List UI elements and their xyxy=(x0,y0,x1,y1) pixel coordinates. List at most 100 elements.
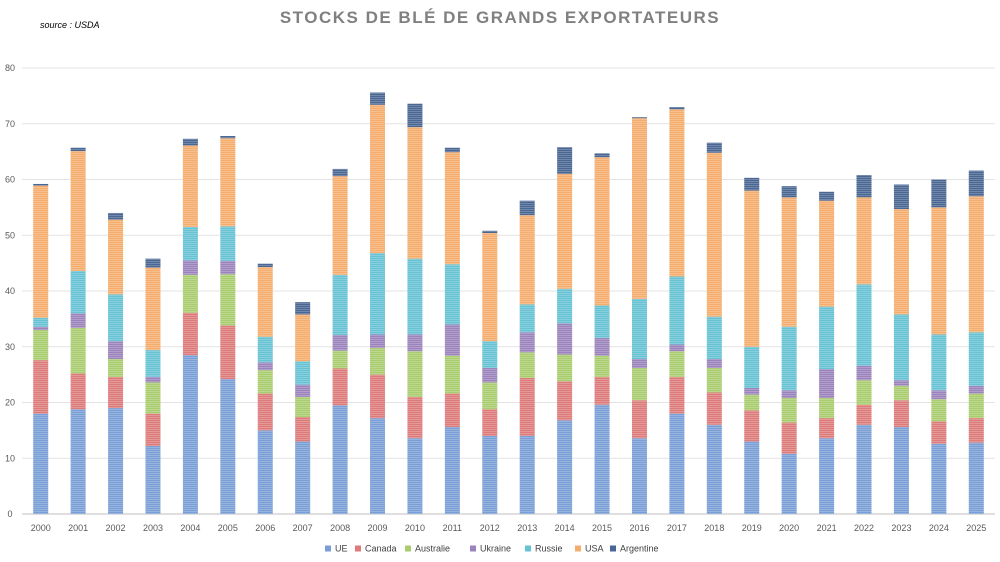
x-tick-label: 2011 xyxy=(443,523,462,533)
bar-segment-texture xyxy=(370,418,386,514)
bar-segment-texture xyxy=(519,200,535,216)
bar-segment-texture xyxy=(856,424,872,514)
y-tick-label: 40 xyxy=(5,286,15,296)
bar-segment-texture xyxy=(781,422,797,454)
bar-segment-texture xyxy=(257,362,273,371)
bar-segment-texture xyxy=(519,377,535,436)
bar-segment-texture xyxy=(931,399,947,422)
bar-segment-texture xyxy=(519,332,535,353)
bar-segment-texture xyxy=(482,367,498,383)
bar-segment-texture xyxy=(182,145,198,227)
bar-segment-texture xyxy=(557,420,573,514)
bar-segment-texture xyxy=(33,317,49,327)
bar-segment-texture xyxy=(482,230,498,234)
bar-segment-texture xyxy=(220,138,236,227)
legend-item: Argentine xyxy=(610,544,659,554)
bar-segment-texture xyxy=(968,332,984,386)
bar-segment-texture xyxy=(819,306,835,370)
legend-item: Australie xyxy=(405,544,450,554)
bar-segment-texture xyxy=(145,445,161,514)
bar-segment-texture xyxy=(781,390,797,399)
bar-segment-texture xyxy=(931,421,947,444)
bar-segment-texture xyxy=(706,367,722,393)
x-tick-label: 2002 xyxy=(106,523,126,533)
bar-segment-texture xyxy=(257,370,273,394)
x-tick-label: 2010 xyxy=(405,523,425,533)
bar-segment-texture xyxy=(108,376,124,409)
bar-segment-texture xyxy=(220,274,236,326)
x-tick-label: 2007 xyxy=(293,523,313,533)
bar-segment-texture xyxy=(482,382,498,410)
x-tick-label: 2009 xyxy=(368,523,388,533)
bar-segment-texture xyxy=(744,441,760,514)
bar-segment-texture xyxy=(182,226,198,261)
bar-segment-texture xyxy=(893,209,909,315)
bar-segment-texture xyxy=(594,305,610,338)
bar-segment-texture xyxy=(145,350,161,377)
bar-segment-texture xyxy=(744,388,760,395)
bar-segment-texture xyxy=(182,260,198,275)
legend-label: Russie xyxy=(535,544,563,554)
legend-swatch xyxy=(525,545,531,552)
bar-segment-texture xyxy=(893,380,909,386)
bar-segment-texture xyxy=(70,270,86,314)
bar-segment-texture xyxy=(444,393,460,428)
bar-segment-texture xyxy=(931,390,947,400)
bar-segment-texture xyxy=(145,258,161,268)
bar-segment-texture xyxy=(70,151,86,271)
bar-segment-texture xyxy=(631,118,647,299)
bar-segment-texture xyxy=(931,334,947,391)
x-tick-label: 2019 xyxy=(742,523,762,533)
bar-segment-texture xyxy=(706,152,722,317)
bar-segment-texture xyxy=(519,215,535,305)
bar-segment-texture xyxy=(407,351,423,397)
bar-segment-texture xyxy=(931,207,947,335)
bar-segment-texture xyxy=(407,438,423,514)
bar-segment-texture xyxy=(444,264,460,325)
bar-segment-texture xyxy=(669,413,685,514)
bar-segment-texture xyxy=(819,191,835,201)
x-tick-label: 2024 xyxy=(929,523,949,533)
bar-segment-texture xyxy=(781,453,797,514)
legend-item: USA xyxy=(575,544,604,554)
bar-segment-texture xyxy=(182,274,198,313)
bar-segment-texture xyxy=(706,424,722,514)
x-tick-label: 2015 xyxy=(592,523,612,533)
bar-segment-texture xyxy=(893,400,909,428)
bar-segment-texture xyxy=(70,327,86,374)
bar-segment-texture xyxy=(931,443,947,514)
bar-segment-texture xyxy=(744,190,760,347)
bar-segment-texture xyxy=(781,186,797,198)
bar-segment-texture xyxy=(482,409,498,436)
bar-segment-texture xyxy=(370,104,386,254)
bar-segment-texture xyxy=(444,147,460,153)
bar-segment-texture xyxy=(407,334,423,352)
bar-segment-texture xyxy=(594,376,610,405)
bar-segment-texture xyxy=(631,359,647,368)
x-tick-label: 2004 xyxy=(180,523,200,533)
bar-segment-texture xyxy=(370,334,386,348)
x-tick-label: 2013 xyxy=(517,523,537,533)
bar-segment-texture xyxy=(631,298,647,360)
y-axis-ticks: 0 10 20 30 40 50 60 70 80 xyxy=(5,63,15,519)
bar-segment-texture xyxy=(744,177,760,191)
x-tick-label: 2022 xyxy=(854,523,874,533)
bar-segment-texture xyxy=(744,410,760,442)
bar-segment-texture xyxy=(108,359,124,377)
chart-title: STOCKS DE BLÉ DE GRANDS EXPORTATEURS xyxy=(279,8,721,27)
legend-swatch xyxy=(355,545,361,552)
legend-label: Argentine xyxy=(620,544,659,554)
legend-item: Russie xyxy=(525,544,563,554)
y-tick-label: 0 xyxy=(7,509,12,519)
gridlines xyxy=(22,67,995,515)
legend-swatch xyxy=(575,545,581,552)
bar-segment-texture xyxy=(332,405,348,514)
bar-segment-texture xyxy=(819,200,835,307)
y-tick-label: 10 xyxy=(5,453,15,463)
bar-segment-texture xyxy=(968,170,984,197)
bar-segment-texture xyxy=(332,335,348,351)
bar-segment-texture xyxy=(108,212,124,220)
x-tick-label: 2016 xyxy=(629,523,649,533)
bar-segment-texture xyxy=(407,396,423,439)
bar-segment-texture xyxy=(482,341,498,368)
